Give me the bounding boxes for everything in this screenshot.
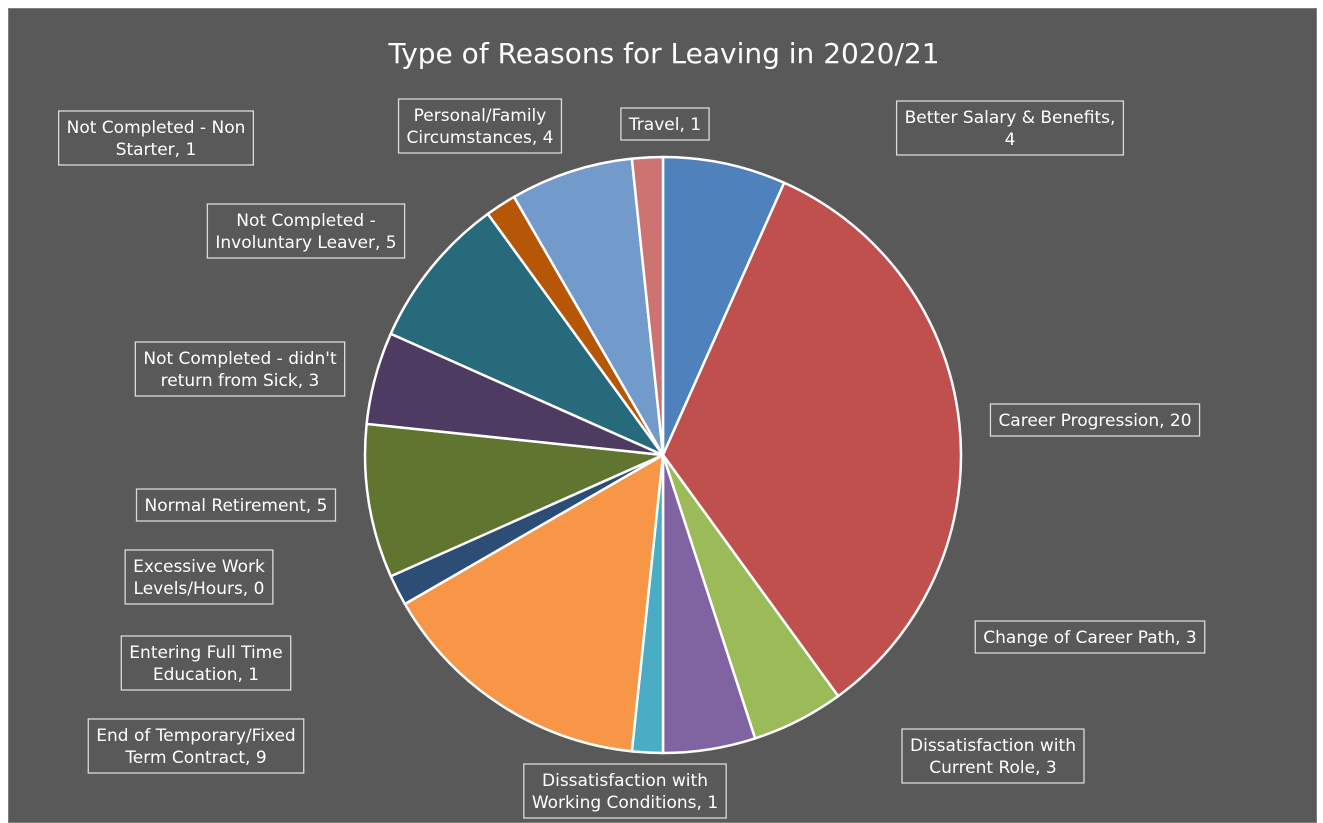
data-label-text: End of Temporary/Fixed — [96, 726, 295, 746]
pie-slice-personal-family-circumstances — [512, 157, 665, 457]
data-label-box — [974, 620, 1206, 654]
data-label-text: Involuntary Leaver, 5 — [215, 233, 396, 253]
data-label-box — [989, 403, 1201, 437]
data-label-text: Not Completed - — [236, 211, 375, 231]
pie-slice-end-of-temporary-fixed-term-contract — [403, 453, 665, 753]
data-label-box — [901, 728, 1085, 784]
data-label-text: Education, 1 — [153, 665, 259, 685]
data-label-box — [135, 488, 337, 522]
data-label-text: Working Conditions, 1 — [532, 793, 718, 813]
data-label-text: Travel, 1 — [628, 115, 701, 135]
data-label-text: Not Completed - Non — [67, 118, 246, 138]
data-label-text: Change of Career Path, 3 — [983, 628, 1196, 648]
data-label-box — [523, 763, 727, 819]
data-label-text: 4 — [1005, 130, 1016, 150]
data-label-box — [895, 100, 1125, 156]
data-label-box — [134, 341, 346, 397]
data-label-text: return from Sick, 3 — [161, 371, 320, 391]
data-label-career-progression: Career Progression, 20 — [989, 403, 1201, 437]
data-label-box — [120, 635, 292, 691]
data-label-not-completed-involuntary-leaver: Not Completed -Involuntary Leaver, 5 — [206, 203, 406, 259]
data-label-normal-retirement: Normal Retirement, 5 — [135, 488, 337, 522]
data-label-text: Levels/Hours, 0 — [134, 579, 265, 599]
data-label-text: Personal/Family — [414, 106, 547, 126]
chart-title: Type of Reasons for Leaving in 2020/21 — [387, 37, 939, 70]
data-label-text: Normal Retirement, 5 — [145, 496, 328, 516]
data-label-text: Entering Full Time — [129, 643, 282, 663]
data-labels: Better Salary & Benefits,4 Career Progres… — [57, 98, 1206, 819]
pie-slices — [363, 155, 963, 755]
data-label-box — [206, 203, 406, 259]
pie-slice-career-progression — [661, 181, 963, 698]
data-label-box — [57, 110, 255, 166]
data-label-text: Current Role, 3 — [929, 758, 1057, 778]
data-label-text: Dissatisfaction with — [542, 771, 708, 791]
data-label-text: Starter, 1 — [116, 140, 197, 160]
data-label-text: Term Contract, 9 — [124, 748, 266, 768]
data-label-text: Not Completed - didn't — [143, 349, 337, 369]
pie-slice-not-completed-involuntary-leaver — [389, 212, 665, 457]
pie-slice-better-salary-benefits — [661, 155, 786, 457]
data-label-text: Excessive Work — [133, 557, 265, 577]
data-label-box — [397, 98, 563, 154]
data-label-box — [124, 549, 274, 605]
data-label-travel: Travel, 1 — [620, 107, 710, 141]
data-label-box — [87, 718, 305, 774]
data-label-text: Dissatisfaction with — [910, 736, 1076, 756]
data-label-better-salary-benefits: Better Salary & Benefits,4 — [895, 100, 1125, 156]
data-label-text: Circumstances, 4 — [407, 128, 554, 148]
data-label-box — [620, 107, 710, 141]
data-label-text: Career Progression, 20 — [998, 411, 1191, 431]
data-label-text: Better Salary & Benefits, — [905, 108, 1116, 128]
data-label-change-of-career-path: Change of Career Path, 3 — [974, 620, 1206, 654]
pie-slice-travel — [630, 155, 665, 457]
pie-slice-normal-retirement — [363, 422, 665, 578]
